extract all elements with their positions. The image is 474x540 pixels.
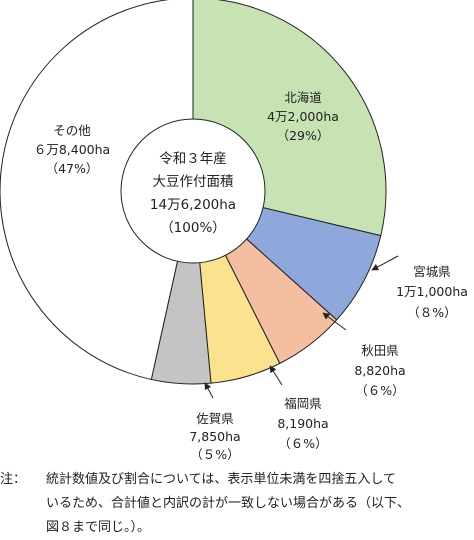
other-name: その他 (53, 123, 91, 138)
hokkaido-name: 北海道 (284, 90, 322, 105)
label-fukuoka: 福岡県 8,190ha （６%） (277, 396, 328, 451)
label-hokkaido: 北海道 4万2,000ha （29%） (267, 90, 339, 143)
center-hole (120, 118, 266, 264)
pie-chart: 令和３年産 大豆作付面積 14万6,200ha （100%） 北海道 4万2,0… (0, 0, 468, 460)
leader-miyagi (371, 255, 399, 271)
akita-name: 秋田県 (361, 343, 399, 358)
saga-name: 佐賀県 (196, 411, 234, 426)
footnote: 注： 統計数値及び割合については、表示単位未満を四捨五入して いるため、合計値と… (0, 468, 472, 540)
note-line-2: いるため、合計値と内訳の計が一致しない場合がある（以下、 (46, 496, 411, 511)
saga-area: 7,850ha (189, 429, 240, 444)
center-line-2: 大豆作付面積 (153, 174, 234, 190)
fukuoka-area: 8,190ha (277, 416, 328, 431)
center-line-3: 14万6,200ha (150, 197, 236, 213)
miyagi-area: 1万1,000ha (396, 284, 468, 299)
note-line-3: 図８まで同じ。）。 (46, 520, 151, 535)
fukuoka-name: 福岡県 (284, 396, 322, 411)
miyagi-name: 宮城県 (413, 264, 451, 279)
center-line-4: （100%） (160, 220, 226, 236)
other-pct: （47%） (46, 161, 99, 176)
center-label: 令和３年産 大豆作付面積 14万6,200ha （100%） (150, 151, 236, 236)
note-head: 注： (0, 472, 27, 487)
note-line-1: 統計数値及び割合については、表示単位未満を四捨五入して (46, 472, 396, 487)
label-other: その他 ６万8,400ha （47%） (34, 123, 110, 176)
miyagi-pct: （８%） (407, 305, 456, 320)
fukuoka-pct: （６%） (278, 436, 327, 451)
label-akita: 秋田県 8,820ha （６%） (354, 343, 405, 398)
leader-lines (204, 255, 399, 399)
akita-pct: （６%） (355, 383, 404, 398)
hokkaido-area: 4万2,000ha (267, 109, 339, 124)
label-miyagi: 宮城県 1万1,000ha （８%） (396, 264, 468, 320)
slice-other (0, 0, 194, 381)
center-line-1: 令和３年産 (159, 151, 227, 167)
akita-area: 8,820ha (354, 363, 405, 378)
hokkaido-pct: （29%） (277, 128, 330, 143)
other-area: ６万8,400ha (34, 142, 110, 157)
label-saga: 佐賀県 7,850ha （５%） (189, 411, 240, 460)
leader-akita (322, 312, 347, 331)
leader-saga (204, 382, 214, 399)
saga-pct: （５%） (190, 447, 239, 460)
leader-fukuoka (269, 365, 283, 386)
